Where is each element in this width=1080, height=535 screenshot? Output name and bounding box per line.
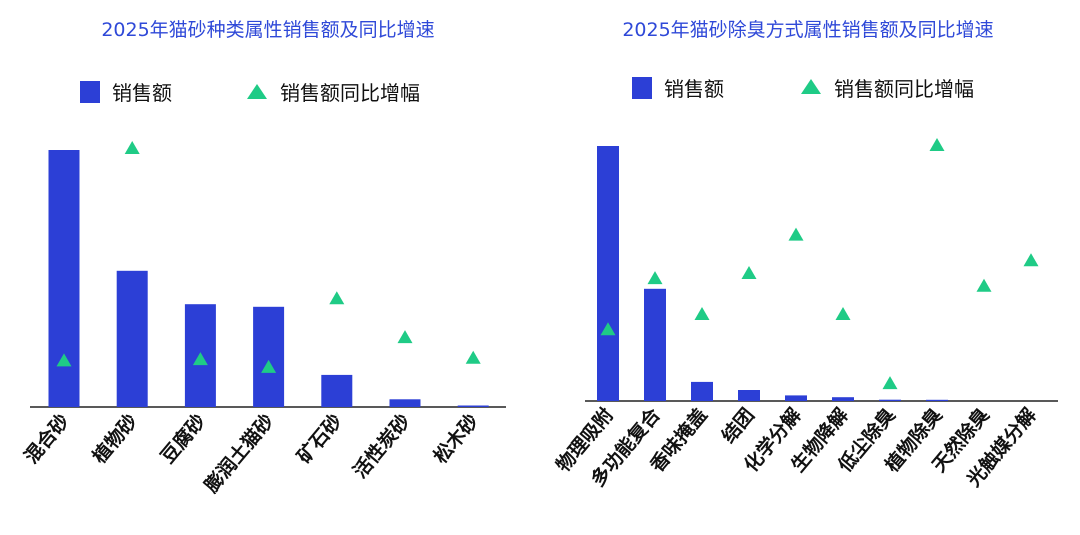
sales-bar (597, 146, 619, 401)
sales-bar (691, 381, 713, 401)
category-tick-label: 活性炭砂 (348, 409, 414, 482)
growth-marker (397, 330, 413, 344)
sales-bar (644, 288, 666, 401)
growth-marker (976, 278, 992, 292)
category-tick-label: 膨润土猫砂 (199, 409, 278, 497)
growth-marker (1023, 253, 1039, 267)
legend-bar-swatch (632, 77, 652, 99)
category-tick-label: 植物砂 (88, 409, 142, 467)
growth-marker (465, 350, 481, 364)
growth-marker (329, 291, 345, 305)
growth-marker (929, 138, 945, 151)
legend-bar-swatch (80, 81, 100, 103)
category-tick-label: 豆腐砂 (156, 409, 210, 467)
growth-marker (56, 353, 72, 367)
category-tick-label: 矿石砂 (292, 409, 346, 467)
sales-bar (832, 397, 854, 401)
sales-bar (389, 399, 421, 407)
legend-marker-swatch (247, 84, 267, 99)
category-tick-label: 结团 (717, 403, 759, 447)
growth-marker (647, 271, 663, 285)
sales-by-litter-type-chart: 2025年猫砂种类属性销售额及同比增速 销售额 销售额同比增幅 混合砂 植物砂 豆腐… (20, 19, 506, 498)
growth-marker (741, 266, 757, 279)
sales-bar (738, 390, 760, 401)
chart-title: 2025年猫砂除臭方式属性销售额及同比增速 (622, 19, 993, 41)
growth-marker (124, 141, 140, 154)
category-tick-label: 松木砂 (429, 409, 483, 467)
growth-marker (694, 307, 710, 320)
sales-bar (116, 270, 148, 407)
sales-bar (879, 399, 901, 401)
sales-bar (253, 306, 285, 407)
sales-bar (321, 374, 353, 407)
growth-marker (600, 322, 616, 336)
legend-marker-swatch (801, 79, 821, 94)
sales-bar (926, 399, 948, 401)
sales-by-deodorizing-method-chart: 2025年猫砂除臭方式属性销售额及同比增速 销售额 销售额同比增幅 物理吸附多功… (551, 19, 1058, 492)
legend-bar-label: 销售额 (664, 77, 724, 101)
growth-marker (261, 359, 277, 373)
growth-marker (788, 227, 804, 241)
legend-bar-label: 销售额 (112, 81, 172, 105)
chart-title: 2025年猫砂种类属性销售额及同比增速 (101, 19, 434, 41)
growth-marker (192, 352, 208, 366)
sales-bar (457, 405, 489, 407)
legend-marker-label: 销售额同比增幅 (280, 81, 420, 105)
growth-marker (835, 307, 851, 320)
legend-marker-label: 销售额同比增幅 (834, 77, 974, 101)
sales-bar (785, 395, 807, 401)
category-tick-label: 混合砂 (20, 409, 74, 467)
sales-bar (48, 150, 80, 407)
growth-marker (882, 376, 898, 390)
